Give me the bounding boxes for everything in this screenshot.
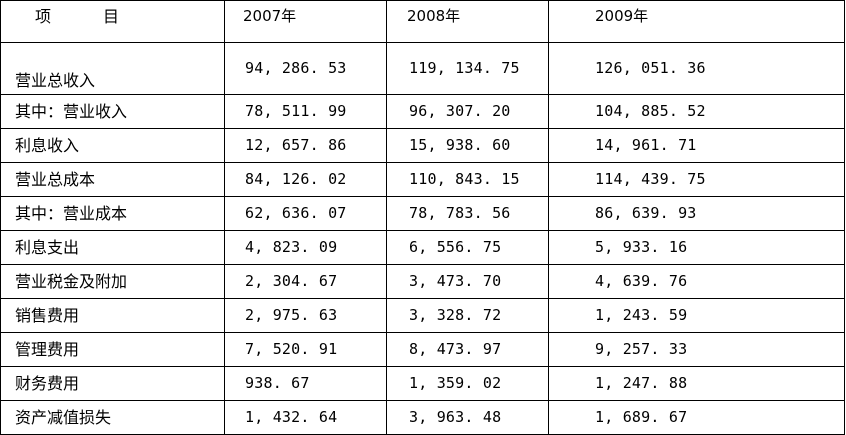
cell-2008: 78, 783. 56 [386,196,549,231]
cell-2009: 1, 689. 67 [548,400,845,435]
header-item: 项目 [0,0,225,43]
row-label: 营业总收入 [0,42,225,95]
cell-2008: 6, 556. 75 [386,230,549,265]
cell-2009: 104, 885. 52 [548,94,845,129]
cell-2008: 8, 473. 97 [386,332,549,367]
cell-2008: 3, 963. 48 [386,400,549,435]
table-row: 营业总成本 84, 126. 02 110, 843. 15 114, 439.… [0,162,845,197]
cell-2008: 1, 359. 02 [386,366,549,401]
cell-2009: 1, 243. 59 [548,298,845,333]
row-label: 其中：营业收入 [0,94,225,129]
header-item-char-1: 项 [35,7,52,26]
row-label: 利息收入 [0,128,225,163]
cell-2007: 1, 432. 64 [224,400,387,435]
cell-2007: 2, 975. 63 [224,298,387,333]
cell-2009: 4, 639. 76 [548,264,845,299]
cell-2008: 110, 843. 15 [386,162,549,197]
cell-2007: 938. 67 [224,366,387,401]
cell-2008: 3, 473. 70 [386,264,549,299]
cell-2007: 94, 286. 53 [224,42,387,95]
cell-2007: 84, 126. 02 [224,162,387,197]
cell-2007: 78, 511. 99 [224,94,387,129]
cell-2008: 96, 307. 20 [386,94,549,129]
table-row: 管理费用 7, 520. 91 8, 473. 97 9, 257. 33 [0,332,845,367]
cell-2008: 3, 328. 72 [386,298,549,333]
cell-2007: 4, 823. 09 [224,230,387,265]
table-row: 利息收入 12, 657. 86 15, 938. 60 14, 961. 71 [0,128,845,163]
cell-2009: 9, 257. 33 [548,332,845,367]
cell-2007: 2, 304. 67 [224,264,387,299]
cell-2009: 14, 961. 71 [548,128,845,163]
cell-2009: 1, 247. 88 [548,366,845,401]
row-label: 其中：营业成本 [0,196,225,231]
table-row: 资产减值损失 1, 432. 64 3, 963. 48 1, 689. 67 [0,400,845,435]
row-label: 管理费用 [0,332,225,367]
cell-2009: 126, 051. 36 [548,42,845,95]
table-row: 营业总收入 94, 286. 53 119, 134. 75 126, 051.… [0,42,845,95]
cell-2009: 86, 639. 93 [548,196,845,231]
table-row: 利息支出 4, 823. 09 6, 556. 75 5, 933. 16 [0,230,845,265]
row-label: 资产减值损失 [0,400,225,435]
cell-2008: 15, 938. 60 [386,128,549,163]
cell-2007: 12, 657. 86 [224,128,387,163]
header-row: 项目 2007年 2008年 2009年 [0,0,845,43]
cell-2007: 7, 520. 91 [224,332,387,367]
header-year-2007: 2007年 [224,0,387,43]
table-row: 其中：营业成本 62, 636. 07 78, 783. 56 86, 639.… [0,196,845,231]
row-label: 营业税金及附加 [0,264,225,299]
table-row: 销售费用 2, 975. 63 3, 328. 72 1, 243. 59 [0,298,845,333]
header-item-char-2: 目 [103,7,120,26]
row-label: 利息支出 [0,230,225,265]
table-row: 营业税金及附加 2, 304. 67 3, 473. 70 4, 639. 76 [0,264,845,299]
header-year-2008: 2008年 [386,0,549,43]
cell-2008: 119, 134. 75 [386,42,549,95]
cell-2009: 114, 439. 75 [548,162,845,197]
row-label: 营业总成本 [0,162,225,197]
header-year-2009: 2009年 [548,0,845,43]
cell-2007: 62, 636. 07 [224,196,387,231]
row-label: 销售费用 [0,298,225,333]
cell-2009: 5, 933. 16 [548,230,845,265]
table-row: 其中：营业收入 78, 511. 99 96, 307. 20 104, 885… [0,94,845,129]
table-row: 财务费用 938. 67 1, 359. 02 1, 247. 88 [0,366,845,401]
row-label: 财务费用 [0,366,225,401]
